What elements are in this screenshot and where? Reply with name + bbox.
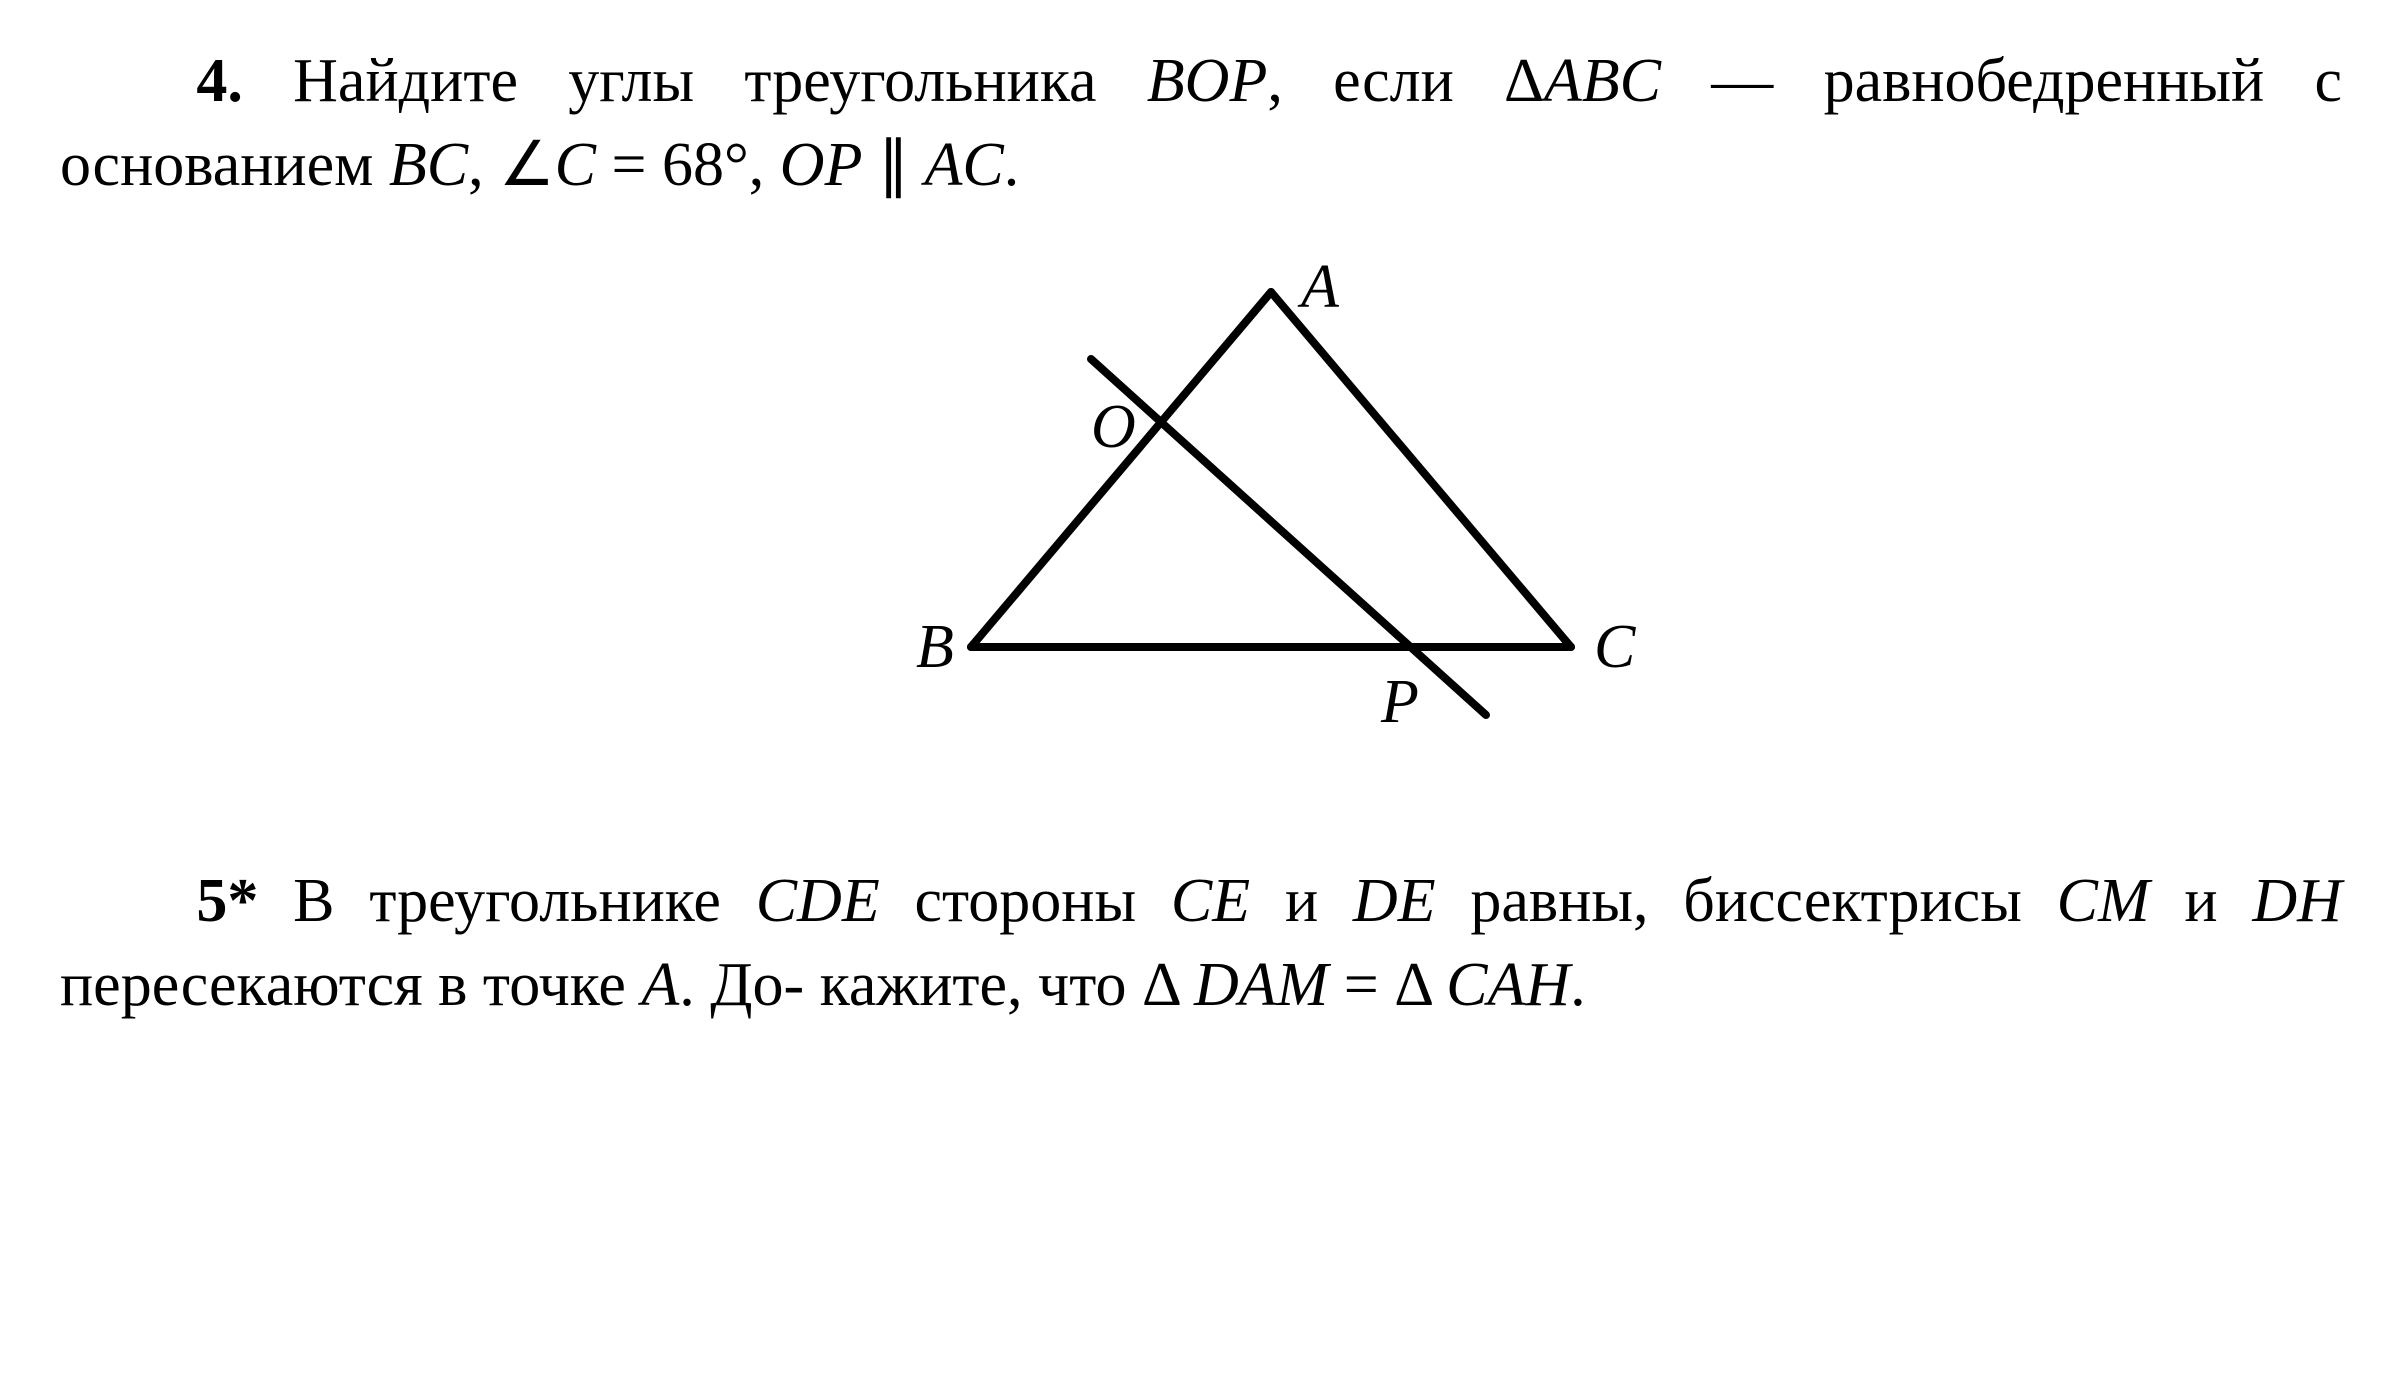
p4-c: C [555,131,596,199]
problem-5-text: 5* В треугольнике CDE стороны CE и DE ра… [60,860,2342,1027]
p4-dash: — [1661,47,1773,115]
figure-container: A B C O P [60,247,2342,790]
p5-t7: пересекаются в точке [60,951,641,1019]
triangle-figure: A B C O P [711,247,1691,767]
p4-par: ∥ [862,131,924,199]
problem-4-text: 4. Найдите углы треугольника BOP, если Δ… [60,40,2342,207]
p5-dh: DH [2252,867,2342,935]
p4-ac: AC [924,131,1003,199]
p5-t4: равны, [1436,867,1649,935]
p4-t5: = 68°, [596,131,780,199]
p4-bop: BOP [1147,47,1268,115]
p4-op: OP [780,131,863,199]
p5-cm: CM [2057,867,2150,935]
p4-dot: . [1004,131,1020,199]
p5-cah: CAH [1446,951,1570,1019]
svg-text:A: A [1297,253,1340,321]
svg-text:B: B [916,613,954,681]
svg-text:C: C [1594,613,1636,681]
p4-bc: BC [389,131,468,199]
p5-a: A [641,951,679,1019]
p5-t1: В треугольнике [258,867,755,935]
p5-t3: и [1250,867,1353,935]
p5-t2: стороны [880,867,1171,935]
p4-t1: Найдите углы треугольника [293,47,1147,115]
p5-t8: . До- [679,951,804,1019]
p4-t2: , если Δ [1267,47,1544,115]
p5-dam: DAM [1194,951,1328,1019]
p5-cde: CDE [756,867,880,935]
p5-eq: = Δ [1328,951,1446,1019]
p5-t6: и [2150,867,2253,935]
p5-de: DE [1353,867,1436,935]
page: 4. Найдите углы треугольника BOP, если Δ… [0,0,2402,1097]
p4-abc: ABC [1544,47,1661,115]
problem-4-number: 4. [196,47,243,115]
svg-text:O: O [1091,393,1136,461]
p5-t5: биссектрисы [1683,867,2056,935]
svg-text:P: P [1380,668,1419,736]
p4-t4: , ∠ [468,131,555,199]
problem-5-number: 5* [196,867,258,935]
p5-t9: кажите, что Δ [820,951,1194,1019]
p5-dot: . [1570,951,1586,1019]
p5-ce: CE [1171,867,1250,935]
